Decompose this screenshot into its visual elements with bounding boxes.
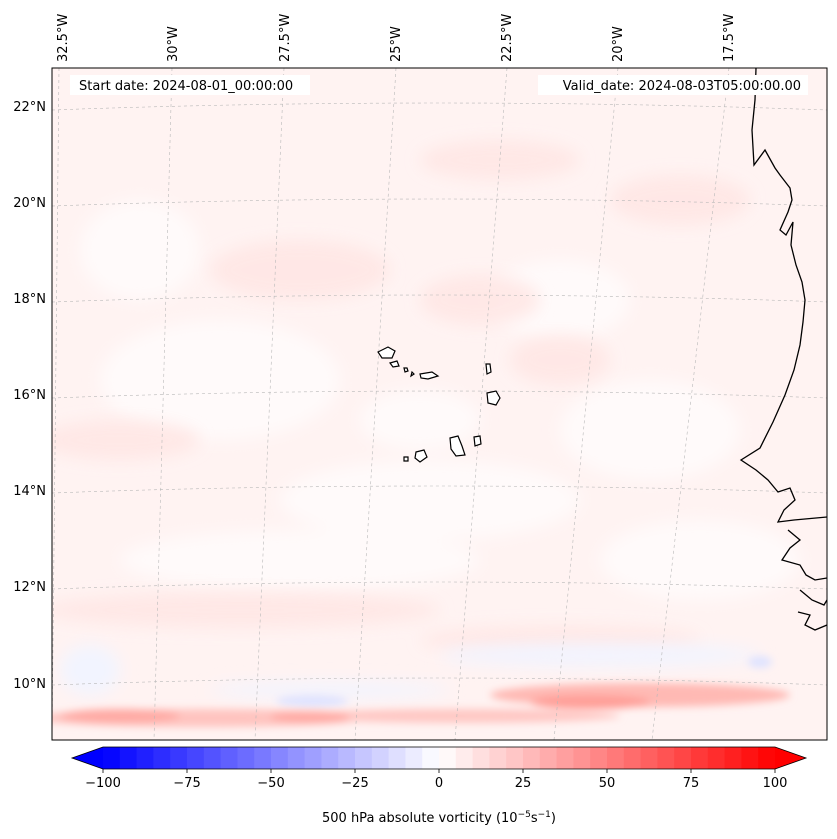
colorbar-tick-label: 75 [683, 776, 700, 791]
colorbar-tick-label: −25 [341, 776, 368, 791]
colorbar-cell [220, 747, 238, 769]
colorbar-tick-label: 25 [515, 776, 532, 791]
colorbar-cell [455, 747, 474, 769]
island-sal [485, 363, 492, 375]
colorbar-cell [674, 747, 692, 769]
island-fogo [414, 449, 428, 463]
colorbar-cell [573, 747, 591, 769]
colorbar-cell [203, 747, 222, 769]
colorbar-cell [136, 747, 154, 769]
colorbar-cell [287, 747, 306, 769]
colorbar-cell [523, 747, 541, 769]
colorbar-cell [758, 747, 776, 769]
island-islet [410, 370, 415, 378]
colorbar-cell [371, 747, 390, 769]
lon-label: 17.5°W [722, 14, 737, 62]
vorticity-field [52, 140, 800, 727]
colorbar-low-extend [72, 747, 103, 769]
lat-label: 16°N [13, 388, 46, 403]
colorbar-cell [472, 747, 490, 769]
colorbar-cell [170, 747, 188, 769]
colorbar-cell [539, 747, 558, 769]
lon-label: 30°W [166, 26, 181, 62]
colorbar-high-extend [775, 747, 806, 769]
lat-label: 22°N [13, 100, 46, 115]
colorbar-cell [657, 747, 675, 769]
colorbar-cell [103, 747, 121, 769]
start-date-box [70, 75, 310, 95]
latitude-labels: 22°N 20°N 18°N 16°N 14°N 12°N 10°N [13, 100, 46, 692]
colorbar-cell [640, 747, 658, 769]
colorbar-cell [724, 747, 742, 769]
island-sao-nicolau [419, 371, 440, 380]
island-santo-antao [377, 346, 396, 359]
colorbar-cell [355, 747, 373, 769]
colorbar-cell [691, 747, 709, 769]
colorbar-cell [388, 747, 406, 769]
colorbar-tick-label: 50 [599, 776, 616, 791]
colorbar-cell [707, 747, 726, 769]
island-brava [403, 456, 409, 462]
lon-label: 20°W [611, 26, 626, 62]
colorbar-ticks: −100 −75 −50 −25 0 25 50 75 100 [85, 769, 787, 791]
lon-label: 25°W [389, 26, 404, 62]
island-santiago [449, 435, 466, 457]
colorbar-cell [506, 747, 524, 769]
colorbar-cell [338, 747, 356, 769]
graticule [52, 68, 827, 740]
colorbar-cell [623, 747, 642, 769]
lat-label: 18°N [13, 292, 46, 307]
colorbar-cell [590, 747, 608, 769]
colorbar-cells [103, 747, 776, 769]
colorbar-cell [607, 747, 625, 769]
colorbar-cell [741, 747, 759, 769]
start-date-label: Start date: 2024-08-01_00:00:00 [79, 79, 293, 94]
colorbar-cell [271, 747, 289, 769]
colorbar-cell [405, 747, 423, 769]
valid-date-label: Valid_date: 2024-08-03T05:00:00.00 [563, 79, 801, 94]
coastline [739, 68, 827, 631]
map-frame [51, 67, 828, 741]
colorbar: −100 −75 −50 −25 0 25 50 75 100 500 hPa absolute… [70, 746, 808, 826]
valid-date-box [538, 75, 808, 95]
island-boa-vista [486, 390, 501, 406]
colorbar-tick-label: 100 [763, 776, 788, 791]
colorbar-cell [254, 747, 272, 769]
colorbar-label: 500 hPa absolute vorticity (10−5s−1) [322, 810, 556, 826]
map-panel: Start date: 2024-08-01_00:00:00 Valid_da… [51, 67, 828, 741]
longitude-labels: 32.5°W 30°W 27.5°W 25°W 22.5°W 20°W 17.5… [56, 14, 737, 62]
colorbar-cell [321, 747, 339, 769]
colorbar-cell [237, 747, 255, 769]
island-sao-vicente [388, 360, 400, 368]
lon-label: 22.5°W [500, 14, 515, 62]
island-maio [473, 435, 482, 447]
colorbar-cell [153, 747, 171, 769]
lat-label: 20°N [13, 196, 46, 211]
lon-label: 27.5°W [278, 14, 293, 62]
colorbar-tick-label: −75 [173, 776, 200, 791]
lat-label: 10°N [13, 677, 46, 692]
cape-verde-islands [377, 346, 501, 463]
colorbar-cell [304, 747, 322, 769]
colorbar-cell [556, 747, 574, 769]
colorbar-cell [422, 747, 440, 769]
colorbar-cell [489, 747, 507, 769]
colorbar-tick-label: −50 [257, 776, 284, 791]
colorbar-tick-label: −100 [85, 776, 121, 791]
colorbar-cell [439, 747, 457, 769]
colorbar-cell [187, 747, 205, 769]
colorbar-tick-label: 0 [435, 776, 443, 791]
lat-label: 14°N [13, 484, 46, 499]
colorbar-cell [119, 747, 138, 769]
lon-label: 32.5°W [56, 14, 71, 62]
lat-label: 12°N [13, 580, 46, 595]
island-santa-luzia [403, 367, 409, 373]
